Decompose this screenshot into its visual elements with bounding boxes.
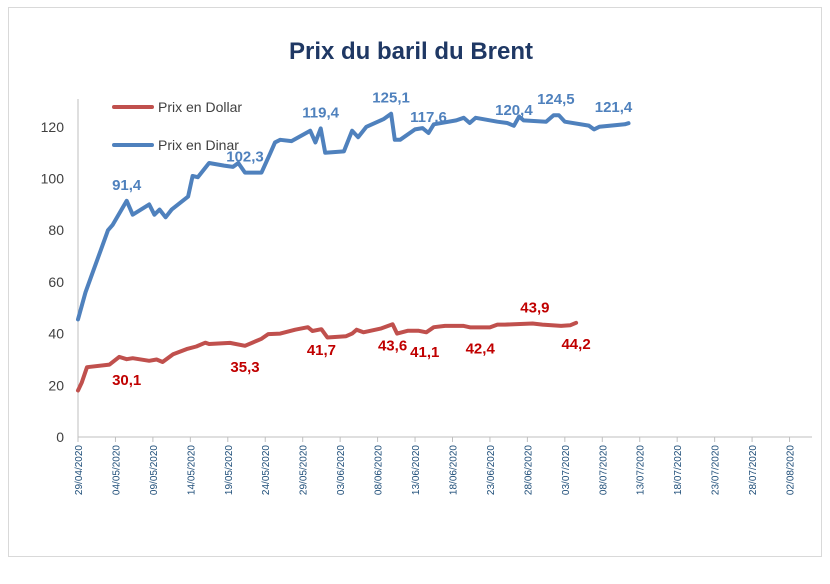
x-tick-label: 28/06/2020 [523,445,534,495]
y-tick-label: 20 [48,377,64,393]
data-label-dinar: 120,4 [495,102,533,119]
series-line-dinar [76,111,631,322]
data-label-dinar: 117,6 [410,109,447,126]
x-tick-label: 18/07/2020 [673,445,684,495]
data-label-dinar: 121,4 [595,99,633,116]
y-tick-label: 60 [48,274,64,290]
legend-label-dollar: Prix en Dollar [158,99,242,115]
data-label-dinar: 124,5 [537,91,575,108]
data-label-dinar: 102,3 [226,149,264,166]
data-label-dollar: 43,9 [520,300,549,317]
x-tick-label: 04/05/2020 [111,445,122,495]
x-tick-label: 19/05/2020 [224,445,235,495]
x-tick-label: 09/05/2020 [149,445,160,495]
data-label-dollar: 35,3 [230,359,259,376]
x-tick-label: 02/08/2020 [786,445,797,495]
data-label-dollar: 41,7 [307,342,336,359]
x-tick-label: 03/06/2020 [336,445,347,495]
x-tick-label: 24/05/2020 [261,445,272,495]
y-tick-label: 0 [56,429,64,445]
x-tick-label: 23/06/2020 [486,445,497,495]
x-tick-label: 23/07/2020 [711,445,722,495]
y-tick-label: 100 [41,171,65,187]
legend: Prix en Dollar Prix en Dinar [112,99,242,153]
x-tick-label: 13/06/2020 [411,445,422,495]
series-layer [76,111,631,393]
chart-frame [8,7,822,557]
y-tick-label: 80 [48,222,64,238]
x-tick-label: 28/07/2020 [748,445,759,495]
data-label-dollar: 44,2 [561,336,590,353]
data-label-dinar: 125,1 [372,90,410,107]
data-label-dollar: 43,6 [378,337,407,354]
x-tick-label: 14/05/2020 [186,445,197,495]
data-label-dinar: 119,4 [302,104,339,121]
data-label-dinar: 91,4 [112,177,142,194]
chart-title: Prix du baril du Brent [289,38,533,65]
axes: 0 20 40 60 80 100 120 29/04/2020 04/05/2020 09/05… [41,99,812,495]
data-label-dollar: 30,1 [112,372,141,389]
x-tick-label: 29/05/2020 [299,445,310,495]
data-label-dollar: 41,1 [410,344,439,361]
x-tick-label: 18/06/2020 [448,445,459,495]
legend-label-dinar: Prix en Dinar [158,137,239,153]
x-tick-label: 29/04/2020 [74,445,85,495]
y-tick-label: 120 [41,119,65,135]
x-tick-label: 08/07/2020 [598,445,609,495]
series-line-dollar [76,320,579,393]
x-tick-label: 13/07/2020 [636,445,647,495]
x-tick-label: 03/07/2020 [561,445,572,495]
data-label-dollar: 42,4 [466,340,496,357]
x-tick-label: 08/06/2020 [374,445,385,495]
y-tick-label: 40 [48,326,64,342]
